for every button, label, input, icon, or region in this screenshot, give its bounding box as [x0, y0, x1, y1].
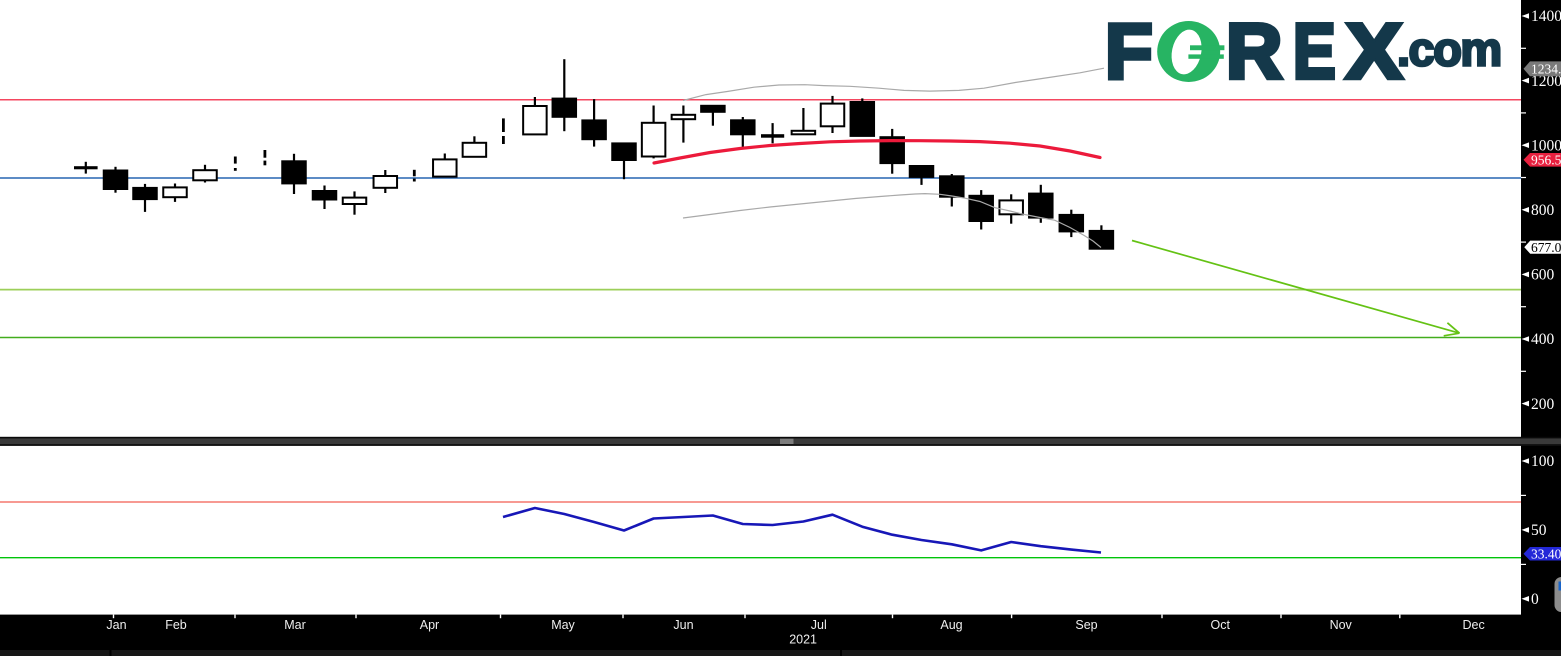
- svg-text:677.0: 677.0: [1531, 240, 1561, 255]
- svg-text:Dec: Dec: [1462, 618, 1484, 632]
- svg-text:Mar: Mar: [284, 618, 306, 632]
- svg-text:50: 50: [1531, 522, 1547, 539]
- svg-text:X: X: [1346, 9, 1402, 95]
- svg-text:Apr: Apr: [420, 618, 439, 632]
- svg-text:Jul: Jul: [811, 618, 827, 632]
- svg-text:Oct: Oct: [1210, 618, 1230, 632]
- svg-text:.com: .com: [1397, 23, 1501, 76]
- svg-text:Jan: Jan: [106, 618, 126, 632]
- svg-text:Aug: Aug: [940, 618, 962, 632]
- svg-text:F: F: [1105, 7, 1153, 95]
- svg-text:Jun: Jun: [673, 618, 693, 632]
- svg-text:Nov: Nov: [1330, 618, 1353, 632]
- svg-text:E: E: [1293, 8, 1336, 95]
- svg-text:2021: 2021: [789, 633, 817, 647]
- svg-text:100: 100: [1531, 453, 1555, 470]
- svg-text:May: May: [551, 618, 575, 632]
- svg-text:956.5: 956.5: [1531, 153, 1561, 168]
- svg-text:Sep: Sep: [1075, 618, 1097, 632]
- svg-text:1400: 1400: [1531, 8, 1561, 25]
- svg-text:33.40: 33.40: [1531, 547, 1561, 562]
- svg-text:600: 600: [1531, 267, 1555, 284]
- svg-text:0: 0: [1531, 591, 1539, 608]
- svg-text:R: R: [1226, 7, 1282, 95]
- svg-text:200: 200: [1531, 396, 1555, 413]
- svg-text:400: 400: [1531, 331, 1555, 348]
- svg-text:Feb: Feb: [165, 618, 187, 632]
- svg-text:1234.: 1234.: [1531, 62, 1561, 77]
- svg-text:800: 800: [1531, 202, 1555, 219]
